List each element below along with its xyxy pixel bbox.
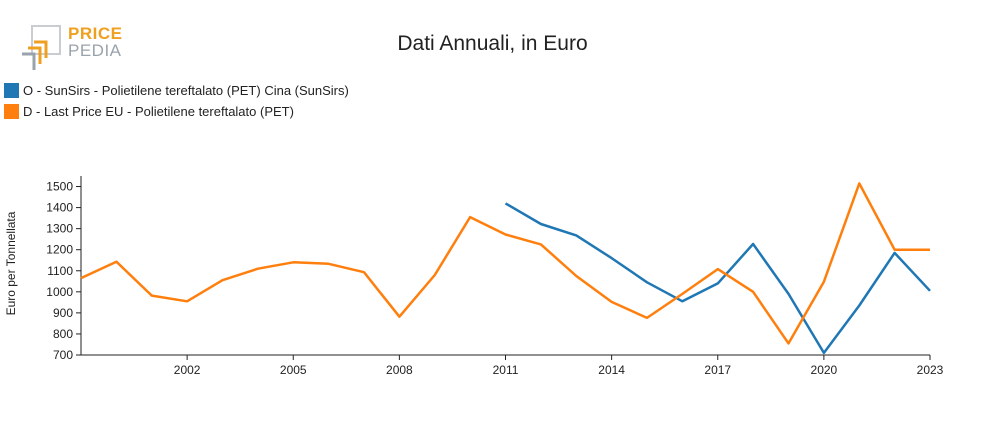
x-tick-label-2002: 2002	[174, 363, 201, 377]
y-tick-label-900: 900	[53, 306, 73, 320]
legend-item-last-price-eu[interactable]: D - Last Price EU - Polietilene tereftal…	[4, 101, 349, 122]
x-tick-label-2014: 2014	[598, 363, 625, 377]
y-tick-label-1200: 1200	[46, 243, 73, 257]
x-tick-label-2005: 2005	[280, 363, 307, 377]
legend-swatch-sunsirs	[4, 83, 19, 98]
logo-mark-icon	[22, 25, 61, 70]
pricepedia-logo: PRICE PEDIA	[20, 24, 130, 74]
x-tick-label-2017: 2017	[704, 363, 731, 377]
y-tick-label-1000: 1000	[46, 285, 73, 299]
legend-label-last-price-eu: D - Last Price EU - Polietilene tereftal…	[23, 104, 294, 119]
legend-label-sunsirs: O - SunSirs - Polietilene tereftalato (P…	[23, 83, 349, 98]
logo-text-price: PRICE	[68, 24, 123, 43]
x-tick-label-2011: 2011	[493, 363, 519, 377]
series-line-1	[80, 182, 930, 345]
series-line-0	[504, 202, 931, 355]
chart-title: Dati Annuali, in Euro	[397, 32, 588, 55]
y-tick-label-1300: 1300	[46, 222, 73, 236]
legend-item-sunsirs[interactable]: O - SunSirs - Polietilene tereftalato (P…	[4, 80, 349, 101]
y-tick-label-1500: 1500	[46, 180, 73, 194]
x-tick-label-2008: 2008	[386, 363, 413, 377]
legend-swatch-last-price-eu	[4, 104, 19, 119]
y-tick-label-1400: 1400	[46, 201, 73, 215]
y-tick-label-1100: 1100	[47, 264, 73, 278]
x-tick-label-2023: 2023	[917, 363, 944, 377]
y-axis-label: Euro per Tonnellata	[4, 211, 18, 315]
chart-legend: O - SunSirs - Polietilene tereftalato (P…	[4, 80, 349, 122]
logo-text-pedia: PEDIA	[68, 41, 122, 60]
x-tick-label-2020: 2020	[811, 363, 838, 377]
y-tick-label-700: 700	[53, 348, 73, 362]
y-tick-label-800: 800	[53, 327, 73, 341]
